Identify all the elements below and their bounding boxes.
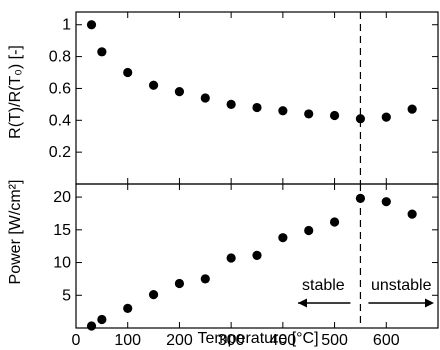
- x-axis-label: Temperature [°C]: [197, 330, 318, 347]
- unstable-annotation: unstable: [371, 277, 432, 294]
- x-tick-label: 300: [218, 332, 245, 349]
- top-data-point: [381, 112, 391, 122]
- top-y-tick-label: 0.6: [49, 80, 71, 97]
- bottom-panel: 5 10 15 20: [53, 183, 439, 331]
- x-tick-label: 100: [114, 332, 141, 349]
- x-tick-label: 200: [166, 332, 193, 349]
- top-y-axis-label: R(T)/R(T₀) [-]: [7, 45, 24, 139]
- top-y-tick-label: 0.8: [49, 49, 71, 66]
- bottom-data-point: [329, 217, 340, 227]
- bottom-data-point: [381, 197, 391, 207]
- bottom-data-point: [86, 321, 97, 331]
- top-data-point: [226, 99, 236, 109]
- top-data-point: [174, 87, 185, 97]
- stable-annotation: stable: [302, 277, 345, 294]
- bottom-data-point: [355, 193, 366, 203]
- stable-arrow-head: [298, 298, 307, 308]
- bottom-data-point: [200, 274, 210, 284]
- top-y-tick-label: 0.2: [49, 144, 71, 161]
- top-y-tick-label: 0.4: [49, 112, 71, 129]
- top-data-point: [407, 104, 417, 114]
- top-data-point: [86, 20, 97, 30]
- x-tick-label: 600: [373, 332, 400, 349]
- bottom-y-axis-label: Power [W/cm²]: [7, 180, 24, 285]
- top-data-point: [252, 102, 262, 113]
- top-data-point: [278, 106, 288, 116]
- top-data-point: [304, 109, 314, 119]
- bottom-data-point: [148, 290, 159, 300]
- top-panel: 0.2 0.4 0.6 0.8 1: [49, 11, 439, 185]
- top-data-point: [148, 80, 159, 90]
- bottom-plot-frame: [75, 183, 439, 329]
- bottom-y-tick-label: 15: [53, 222, 71, 239]
- bottom-data-point: [97, 314, 107, 325]
- bottom-data-point: [174, 278, 185, 289]
- top-data-point: [329, 110, 340, 121]
- bottom-data-point: [252, 250, 262, 260]
- top-data-point: [355, 114, 366, 124]
- bottom-data-point: [226, 253, 236, 263]
- bottom-y-tick-label: 5: [62, 287, 71, 304]
- bottom-data-point: [278, 233, 288, 243]
- unstable-arrow-head: [425, 298, 434, 308]
- top-plot-frame: [75, 11, 439, 185]
- x-tick-label: 400: [270, 332, 297, 349]
- bottom-y-tick-label: 20: [53, 189, 71, 206]
- x-tick-label: 500: [321, 332, 348, 349]
- top-data-point: [97, 47, 107, 57]
- top-y-tick-label: 1: [62, 17, 71, 34]
- bottom-data-point: [407, 209, 417, 219]
- bottom-y-tick-label: 10: [53, 255, 71, 272]
- bottom-data-point: [123, 303, 133, 313]
- x-tick-label: 0: [72, 332, 81, 349]
- top-data-point: [123, 67, 133, 78]
- bottom-data-point: [304, 225, 314, 236]
- top-data-point: [200, 93, 210, 103]
